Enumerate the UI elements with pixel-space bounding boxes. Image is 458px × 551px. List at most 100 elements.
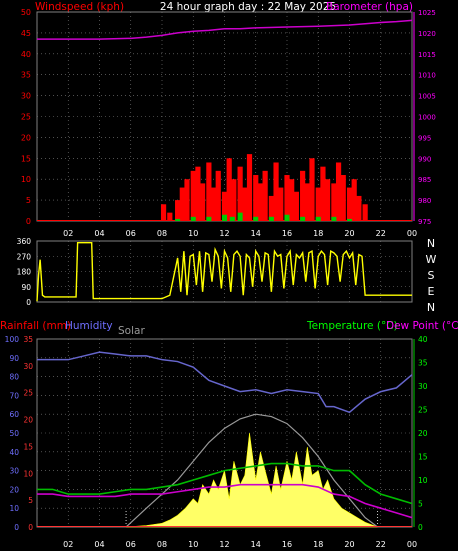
barometer-tick-label: 975 — [418, 218, 431, 226]
hour-tick-label: 18 — [313, 229, 323, 238]
hour-tick-label: 10 — [188, 540, 198, 549]
rainfall-axis-title: Rainfall (mm) — [0, 320, 71, 332]
windspeed-bar — [226, 158, 232, 221]
hour-tick-label: 00 — [407, 540, 417, 549]
hour-tick-label: 16 — [282, 540, 292, 549]
rainfall-tick-label: 10 — [23, 469, 33, 478]
temperature-tick-label: 30 — [418, 382, 428, 391]
windspeed-bar — [200, 183, 206, 221]
temperature-tick-label: 0 — [418, 523, 423, 532]
hour-tick-label: 16 — [282, 229, 292, 238]
windspeed-bar — [331, 183, 337, 221]
humidity-tick-label: 60 — [9, 410, 19, 419]
axis-label-layer: 0510152025303540455097598098599099510001… — [5, 8, 437, 549]
temperature-tick-label: 40 — [418, 335, 428, 344]
gust-bar — [284, 214, 290, 221]
windspeed-bar — [273, 162, 279, 221]
gust-bar — [190, 216, 196, 221]
direction-tick-label: 270 — [17, 252, 32, 261]
hour-tick-label: 10 — [188, 229, 198, 238]
temperature-tick-label: 35 — [418, 359, 428, 368]
barometer-tick-label: 1020 — [418, 30, 436, 38]
direction-tick-label: 0 — [26, 298, 31, 307]
windspeed-bar — [179, 187, 185, 221]
direction-tick-label: 360 — [17, 237, 32, 246]
temperature-tick-label: 10 — [418, 476, 428, 485]
windspeed-bar — [268, 195, 274, 221]
gust-bar — [229, 216, 235, 221]
barometer-tick-label: 985 — [418, 176, 431, 184]
windspeed-bar — [253, 175, 259, 221]
windspeed-bar — [237, 166, 243, 221]
windspeed-bar — [293, 191, 299, 221]
hour-tick-label: 06 — [126, 540, 136, 549]
hour-tick-label: 04 — [94, 540, 104, 549]
rainfall-tick-label: 25 — [23, 389, 33, 398]
humidity-tick-label: 80 — [9, 373, 19, 382]
gust-bar — [315, 216, 321, 221]
humidity-tick-label: 50 — [9, 429, 19, 438]
humidity-tick-label: 90 — [9, 354, 19, 363]
rainfall-tick-label: 15 — [23, 442, 33, 451]
dewpoint-line — [37, 483, 413, 519]
compass-label: S — [428, 269, 435, 282]
gust-bar — [222, 214, 227, 221]
windspeed-tick-label: 15 — [21, 154, 31, 163]
hour-tick-label: 12 — [219, 229, 229, 238]
direction-tick-label: 90 — [21, 283, 31, 292]
humidity-tick-label: 40 — [9, 448, 19, 457]
barometer-tick-label: 1025 — [418, 9, 436, 17]
hour-tick-label: 08 — [157, 229, 167, 238]
windspeed-bar — [325, 179, 331, 221]
hour-tick-label: 22 — [376, 229, 386, 238]
barometer-tick-label: 980 — [418, 197, 431, 205]
temperature-tick-label: 25 — [418, 406, 428, 415]
humidity-tick-label: 0 — [14, 523, 19, 532]
hour-tick-label: 04 — [94, 229, 104, 238]
windspeed-tick-label: 30 — [21, 92, 31, 101]
temperature-axis-title: Temperature (°C) — [306, 320, 398, 332]
gust-bar — [253, 216, 259, 221]
gust-bar — [347, 218, 352, 221]
rainfall-tick-label: 20 — [23, 416, 33, 425]
barometer-tick-label: 990 — [418, 155, 431, 163]
rainfall-tick-label: 5 — [28, 496, 33, 505]
windspeed-bar — [315, 187, 321, 221]
humidity-tick-label: 70 — [9, 391, 19, 400]
windspeed-bar — [289, 179, 295, 221]
gust-bar — [268, 216, 274, 221]
hour-tick-label: 00 — [407, 229, 417, 238]
windspeed-bar — [190, 170, 196, 221]
windspeed-bar — [340, 175, 346, 221]
windspeed-bar — [335, 162, 342, 221]
barometer-tick-label: 995 — [418, 134, 431, 142]
barometer-axis-title: Barometer (hpa) — [326, 1, 413, 13]
temperature-tick-label: 5 — [418, 500, 423, 509]
dewpoint-axis-title: Dew Point (°C) — [386, 320, 458, 332]
wind-direction-line — [36, 241, 412, 302]
rainfall-tick-label: 0 — [28, 523, 33, 532]
windspeed-tick-label: 20 — [21, 133, 31, 142]
windspeed-bar — [356, 195, 362, 221]
hour-tick-label: 02 — [63, 540, 73, 549]
temperature-line — [37, 462, 413, 505]
windspeed-tick-label: 50 — [21, 8, 31, 17]
windspeed-bar — [346, 187, 353, 221]
hour-tick-label: 14 — [251, 540, 261, 549]
compass-label: E — [428, 285, 435, 298]
windspeed-bar — [195, 166, 201, 221]
windspeed-bar — [242, 187, 248, 221]
windspeed-tick-label: 35 — [21, 71, 31, 80]
windspeed-bar — [221, 191, 228, 221]
windspeed-bar — [206, 162, 212, 221]
barometer-line — [37, 19, 413, 40]
windspeed-bar — [175, 200, 181, 221]
data-layer — [36, 19, 413, 528]
humidity-tick-label: 10 — [9, 504, 19, 513]
hour-tick-label: 08 — [157, 540, 167, 549]
gust-bar — [300, 216, 306, 221]
humidity-line — [37, 351, 413, 414]
humidity-tick-label: 20 — [9, 485, 19, 494]
